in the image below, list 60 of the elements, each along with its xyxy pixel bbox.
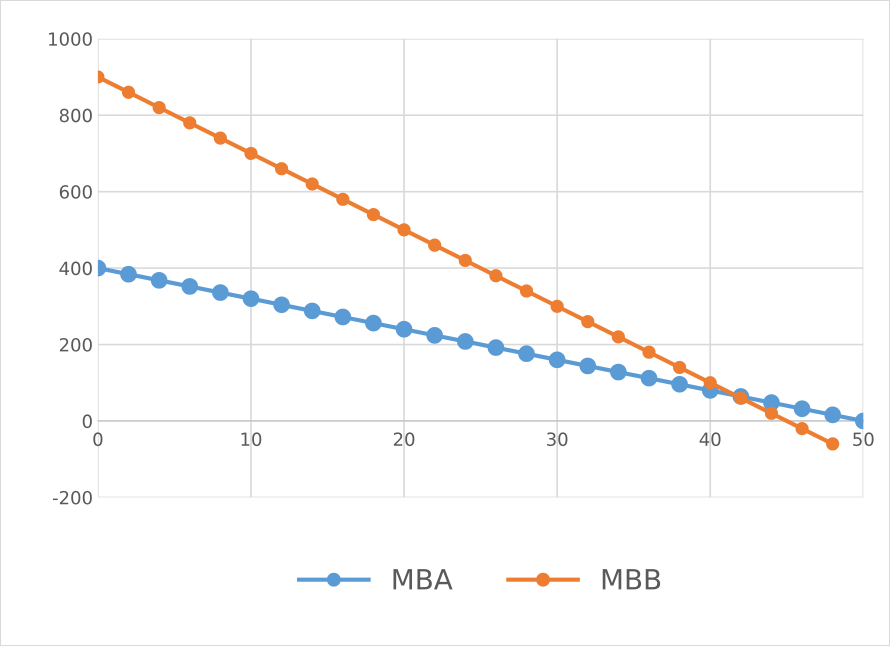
point bbox=[181, 278, 198, 295]
x-tick-label: 40 bbox=[700, 432, 721, 446]
point bbox=[122, 86, 136, 99]
point bbox=[671, 376, 688, 393]
point bbox=[242, 290, 260, 307]
point bbox=[550, 300, 564, 313]
x-tick-label: 30 bbox=[547, 432, 568, 446]
point bbox=[150, 272, 168, 289]
point bbox=[673, 360, 686, 374]
point bbox=[764, 406, 778, 420]
point bbox=[794, 400, 810, 418]
point bbox=[244, 146, 258, 160]
point bbox=[120, 266, 137, 283]
point bbox=[824, 406, 842, 424]
point bbox=[456, 333, 474, 350]
point bbox=[518, 345, 535, 362]
point bbox=[428, 238, 442, 252]
x-tick-label: 20 bbox=[394, 432, 414, 446]
point bbox=[734, 391, 748, 405]
point bbox=[183, 116, 196, 130]
y-tick-label: 600 bbox=[60, 185, 92, 199]
point bbox=[304, 302, 321, 320]
point bbox=[273, 296, 290, 314]
point bbox=[214, 132, 227, 145]
x-tick-label: 0 bbox=[93, 432, 102, 446]
y-tick-label: 200 bbox=[60, 338, 92, 352]
point bbox=[548, 351, 566, 368]
y-tick-label: 0 bbox=[82, 414, 92, 428]
point bbox=[365, 314, 382, 332]
point bbox=[396, 320, 412, 338]
point bbox=[579, 358, 596, 374]
point bbox=[795, 422, 809, 436]
y-tick-label: 400 bbox=[59, 262, 92, 276]
y-tick-label: -200 bbox=[52, 490, 92, 505]
point bbox=[520, 284, 534, 298]
point bbox=[152, 100, 166, 114]
point bbox=[458, 254, 472, 268]
point bbox=[610, 364, 627, 380]
point bbox=[336, 192, 350, 206]
x-tick-label: 10 bbox=[241, 432, 262, 446]
point bbox=[581, 315, 594, 328]
point bbox=[612, 330, 625, 344]
x-tick-label: 50 bbox=[853, 432, 874, 446]
point bbox=[397, 223, 411, 236]
point bbox=[640, 370, 658, 386]
point bbox=[704, 376, 717, 390]
y-tick-label: 800 bbox=[60, 108, 92, 122]
y-tick-label: 1000 bbox=[49, 32, 92, 46]
point bbox=[489, 269, 503, 282]
legend-label: MBB bbox=[602, 569, 660, 590]
point bbox=[306, 177, 319, 191]
point bbox=[212, 284, 229, 301]
point bbox=[275, 162, 288, 176]
point bbox=[642, 346, 656, 359]
legend-label: MBA bbox=[393, 569, 453, 590]
point bbox=[826, 437, 840, 451]
point bbox=[334, 308, 352, 326]
point bbox=[366, 208, 380, 222]
point bbox=[426, 327, 444, 344]
point bbox=[488, 339, 504, 356]
